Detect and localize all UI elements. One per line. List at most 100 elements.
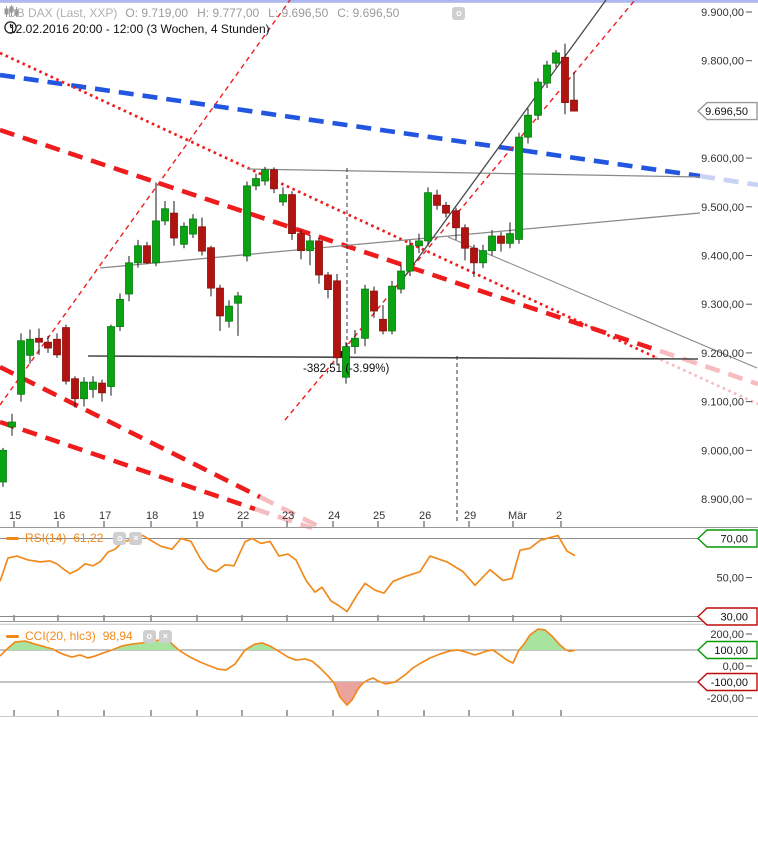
- last-price-tag: [696, 101, 758, 121]
- price-axis-label: 9.900,00: [701, 7, 744, 19]
- candle-down: [370, 290, 378, 312]
- candle-up: [515, 136, 523, 240]
- blue-trendline-faded: [699, 173, 758, 188]
- candle-up: [424, 192, 432, 242]
- price-axis-label: 8.900,00: [701, 494, 744, 506]
- candle-down: [71, 378, 79, 400]
- candle-down: [433, 194, 441, 206]
- candle-up: [17, 340, 25, 395]
- cci-line: [0, 628, 576, 706]
- cci-level-tag: [696, 640, 758, 660]
- cci-axis-label: 0,00: [723, 661, 744, 673]
- cci-line-swatch: [6, 634, 19, 638]
- cci-close-icon[interactable]: ×: [158, 629, 172, 643]
- candle-up: [0, 449, 7, 483]
- candle-up: [342, 346, 350, 378]
- rsi-settings-icon[interactable]: o: [113, 531, 127, 545]
- date-axis-label: 29: [464, 510, 476, 522]
- price-axis-label: 9.400,00: [701, 251, 744, 263]
- trendline: [247, 168, 701, 178]
- candle-down: [98, 382, 106, 394]
- chart-header: DB DAX (Last, XXP) O: 9.719,00 H: 9.777,…: [4, 5, 466, 21]
- candle-up: [479, 250, 487, 264]
- candle-up: [161, 208, 169, 222]
- date-axis-label: 22: [237, 510, 249, 522]
- open-value: O: 9.719,00: [125, 6, 189, 20]
- chart-canvas[interactable]: -382,51 (-3.99%) 9.900,00 9.800,00 9.600,00…: [0, 0, 758, 730]
- date-axis-label: Mär: [508, 510, 527, 522]
- price-axis-label: 9.300,00: [701, 299, 744, 311]
- high-value: H: 9.777,00: [197, 6, 260, 20]
- candle-down: [198, 226, 206, 252]
- candle-up: [397, 270, 405, 290]
- candle-down: [216, 287, 224, 317]
- rsi-line-swatch: [6, 536, 19, 540]
- candle-up: [8, 421, 16, 428]
- candle-down: [452, 210, 460, 229]
- candle-up: [351, 337, 359, 347]
- candle-down: [461, 227, 469, 249]
- price-axis-label: 9.500,00: [701, 202, 744, 214]
- red-trendline: [0, 419, 256, 512]
- red-trendline: [0, 127, 661, 354]
- red-trendline-faded: [254, 506, 313, 531]
- candle-up: [89, 381, 97, 390]
- candle-up: [234, 295, 242, 304]
- chart-settings-icon[interactable]: o: [452, 6, 466, 20]
- candle-up: [134, 245, 142, 264]
- trendline: [87, 355, 699, 360]
- candle-up: [279, 194, 287, 203]
- candle-up: [180, 225, 188, 245]
- candle-up: [306, 240, 314, 252]
- candle-up: [189, 218, 197, 235]
- rsi-value: 61,22: [73, 531, 104, 545]
- timeframe-row: 12.02.2016 20:00 - 12:00 (3 Wochen, 4 St…: [4, 21, 270, 37]
- candle-down: [561, 56, 569, 103]
- red-trendline-faded: [654, 355, 758, 406]
- blue-trendline: [0, 72, 701, 179]
- rsi-level-tag: [696, 529, 758, 548]
- cci-axis-label: 200,00: [710, 629, 744, 641]
- candle-up: [225, 305, 233, 322]
- trendline: [447, 236, 758, 369]
- candle-up: [261, 169, 269, 182]
- date-axis-label: 17: [99, 510, 111, 522]
- price-axis-label: 9.000,00: [701, 445, 744, 457]
- close-value: C: 9.696,50: [337, 6, 400, 20]
- date-axis-label: 19: [192, 510, 204, 522]
- date-axis-label: 16: [53, 510, 65, 522]
- red-trendline-faded: [258, 494, 324, 531]
- cci-level-tag-text: 100,00: [714, 645, 748, 657]
- rsi-level-tag: [696, 607, 758, 626]
- red-trendline: [0, 51, 656, 359]
- candle-up: [116, 298, 124, 328]
- cci-settings-icon[interactable]: o: [142, 629, 156, 643]
- candle-down: [288, 194, 296, 234]
- top-horizontal-line: [0, 0, 758, 3]
- candle-up: [524, 114, 532, 138]
- cci-value: 98,94: [102, 629, 133, 643]
- candle-up: [506, 233, 514, 244]
- candle-down: [44, 341, 52, 349]
- candle-up: [406, 245, 414, 272]
- candle-up: [252, 178, 260, 187]
- candle-up: [388, 285, 396, 332]
- cci-overbought-fill: [0, 629, 575, 650]
- candle-down: [207, 247, 215, 289]
- cci-level-tag: [696, 672, 758, 692]
- rsi-close-icon[interactable]: ×: [129, 531, 143, 545]
- candle-up: [152, 220, 160, 264]
- date-axis-label: 18: [146, 510, 158, 522]
- last-price-tag-text: 9.696,50: [705, 106, 748, 118]
- candle-down: [35, 337, 43, 343]
- rsi-legend: RSI(14) 61,22 o ×: [6, 531, 143, 545]
- candle-up: [552, 52, 560, 64]
- candle-up: [125, 262, 133, 295]
- candle-up: [534, 81, 542, 116]
- date-axis-label: 25: [373, 510, 385, 522]
- rsi-level-tag-text: 70,00: [720, 534, 748, 546]
- cci-label: CCI(20, hlc3): [25, 629, 96, 643]
- candle-down: [379, 318, 387, 332]
- instrument-name: DB DAX (Last, XXP): [8, 6, 118, 20]
